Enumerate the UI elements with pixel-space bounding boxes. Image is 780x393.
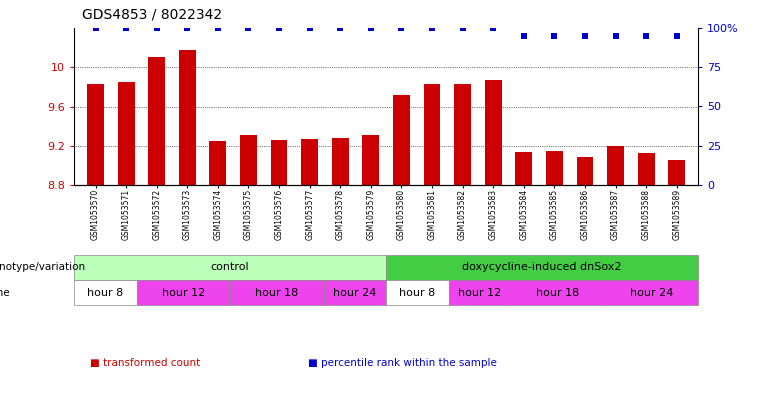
Bar <box>607 146 624 185</box>
Bar <box>301 139 318 185</box>
Bar <box>638 152 654 185</box>
Text: hour 8: hour 8 <box>399 288 435 298</box>
Text: hour 12: hour 12 <box>161 288 205 298</box>
Bar <box>179 50 196 185</box>
Text: hour 18: hour 18 <box>536 288 580 298</box>
Bar <box>546 151 562 185</box>
Point <box>151 25 163 31</box>
Point <box>395 25 408 31</box>
Point <box>548 33 561 39</box>
Bar <box>604 280 698 305</box>
Bar <box>668 160 685 185</box>
Bar <box>454 84 471 185</box>
Point <box>487 25 499 31</box>
Bar <box>271 140 288 185</box>
Point <box>671 33 683 39</box>
Bar <box>424 84 441 185</box>
Text: ■ transformed count: ■ transformed count <box>90 358 200 368</box>
Bar <box>240 135 257 185</box>
Text: genotype/variation: genotype/variation <box>0 263 86 272</box>
Bar <box>87 84 104 185</box>
Point <box>120 25 133 31</box>
Bar <box>363 135 379 185</box>
Point <box>364 25 377 31</box>
Text: time: time <box>0 288 10 298</box>
Bar <box>210 141 226 185</box>
Bar <box>332 138 349 185</box>
Point <box>579 33 591 39</box>
Text: GDS4853 / 8022342: GDS4853 / 8022342 <box>82 8 222 22</box>
Bar <box>74 280 136 305</box>
Point <box>89 25 101 31</box>
Text: doxycycline-induced dnSox2: doxycycline-induced dnSox2 <box>463 263 622 272</box>
Point <box>640 33 652 39</box>
Text: hour 24: hour 24 <box>333 288 377 298</box>
Bar <box>511 280 604 305</box>
Point <box>181 25 193 31</box>
Point <box>456 25 469 31</box>
Point <box>426 25 438 31</box>
Text: hour 12: hour 12 <box>458 288 502 298</box>
Text: ■ percentile rank within the sample: ■ percentile rank within the sample <box>308 358 497 368</box>
Text: control: control <box>211 263 250 272</box>
Bar <box>136 280 230 305</box>
Bar <box>74 255 386 280</box>
Bar <box>148 57 165 185</box>
Point <box>303 25 316 31</box>
Bar <box>386 280 448 305</box>
Point <box>273 25 285 31</box>
Bar <box>516 152 532 185</box>
Point <box>609 33 622 39</box>
Text: hour 18: hour 18 <box>255 288 299 298</box>
Point <box>517 33 530 39</box>
Point <box>243 25 255 31</box>
Bar <box>484 80 502 185</box>
Bar <box>230 280 324 305</box>
Point <box>211 25 224 31</box>
Bar <box>448 280 511 305</box>
Text: hour 24: hour 24 <box>629 288 673 298</box>
Bar <box>576 156 594 185</box>
Point <box>334 25 346 31</box>
Bar <box>386 255 698 280</box>
Bar <box>118 82 134 185</box>
Text: hour 8: hour 8 <box>87 288 123 298</box>
Bar <box>393 95 410 185</box>
Bar <box>324 280 386 305</box>
